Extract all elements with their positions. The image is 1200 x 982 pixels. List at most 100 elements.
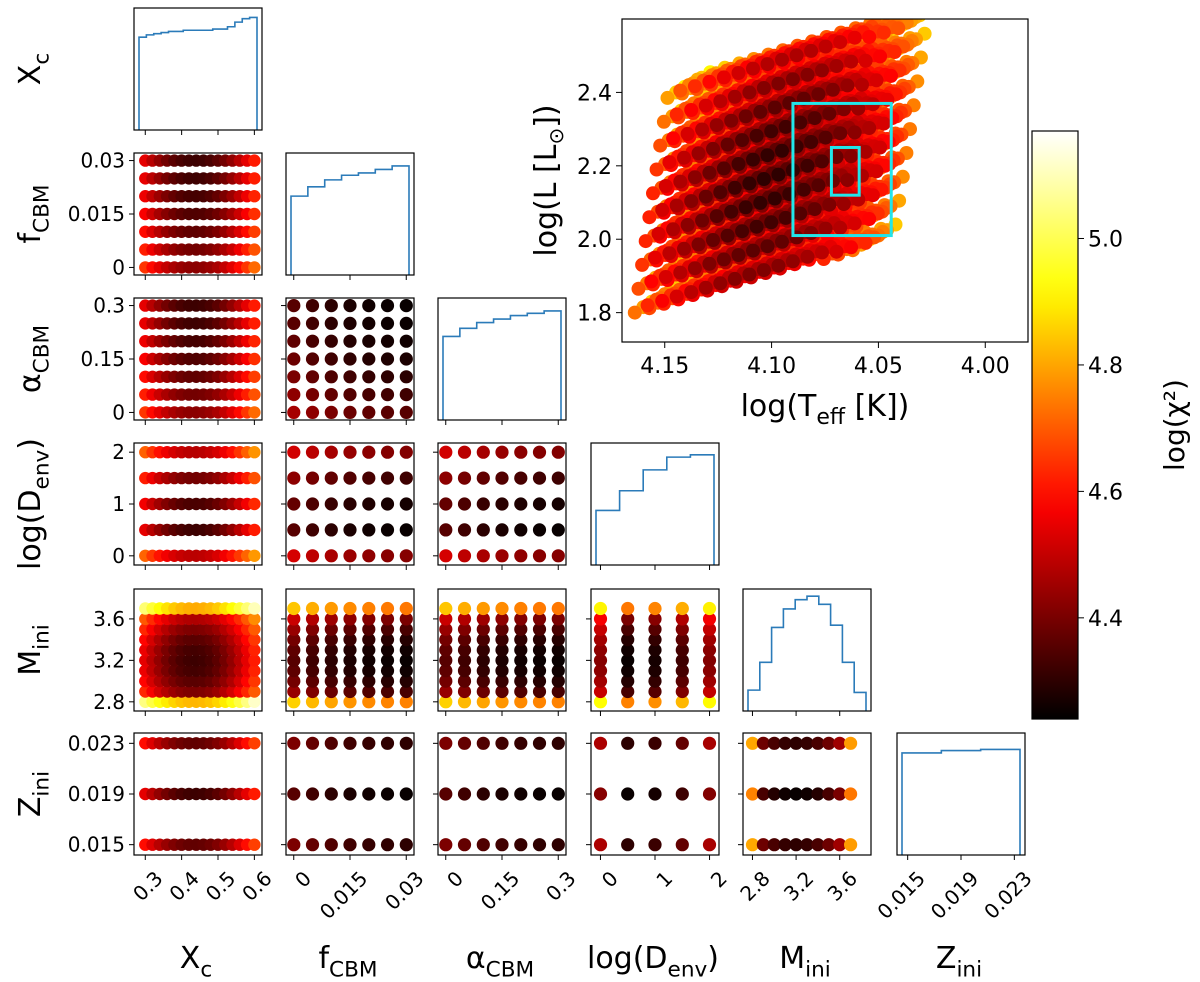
scatter-Denv-Zini	[593, 736, 717, 852]
data-point	[532, 497, 547, 511]
data-point	[476, 601, 490, 616]
hr-point	[815, 245, 829, 260]
data-point	[380, 684, 395, 699]
data-point	[305, 612, 320, 626]
data-point	[495, 664, 509, 678]
hr-point	[735, 224, 750, 239]
data-point	[305, 736, 320, 750]
data-point	[822, 787, 836, 801]
data-point	[457, 664, 472, 678]
panel-fCBM-fCBM	[285, 152, 415, 280]
data-point	[248, 406, 261, 419]
hr-point	[800, 67, 815, 82]
x-tick-label: 0	[290, 866, 316, 892]
data-point	[675, 664, 689, 678]
data-point	[551, 622, 565, 636]
data-point	[675, 695, 689, 709]
data-point	[439, 622, 453, 636]
data-point	[362, 316, 376, 330]
data-point	[551, 695, 565, 709]
data-point	[532, 695, 547, 709]
data-point	[457, 622, 472, 636]
data-point	[399, 622, 413, 636]
data-point	[343, 684, 357, 699]
data-point	[362, 388, 376, 402]
data-point	[648, 695, 662, 709]
data-point	[343, 497, 357, 511]
data-point	[248, 695, 261, 708]
data-point	[248, 737, 261, 750]
y-tick-label: 0	[112, 255, 125, 279]
hr-point	[655, 293, 670, 308]
data-point	[287, 695, 301, 709]
panel-Xc-Denv: 0 1 2	[112, 440, 263, 570]
data-point	[362, 674, 376, 688]
data-point	[514, 664, 528, 678]
data-point	[551, 674, 565, 688]
data-point	[551, 471, 565, 485]
data-point	[362, 736, 376, 750]
data-point	[532, 653, 547, 668]
panel-frame	[590, 442, 720, 566]
hr-point	[647, 250, 662, 265]
data-point	[439, 523, 453, 537]
data-point	[380, 664, 395, 678]
data-point	[514, 684, 528, 699]
data-point	[648, 601, 662, 616]
hr-point	[684, 194, 699, 209]
y-tick-label: 0.15	[80, 347, 125, 371]
hr-point	[731, 66, 746, 80]
data-point	[324, 523, 338, 537]
data-point	[789, 838, 803, 852]
hr-point	[876, 25, 891, 40]
data-point	[476, 736, 490, 750]
data-point	[248, 471, 261, 485]
y-tick-label: 1	[112, 492, 125, 516]
data-point	[457, 497, 472, 511]
hr-point	[642, 210, 657, 225]
hr-point	[844, 149, 859, 164]
colorbar-label: log(χ²)	[1158, 379, 1191, 471]
data-point	[324, 334, 338, 348]
data-point	[248, 602, 261, 615]
data-point	[532, 523, 547, 537]
data-point	[551, 664, 565, 678]
data-point	[380, 370, 395, 384]
y-tick-label: 0.015	[68, 202, 125, 226]
data-point	[287, 370, 301, 384]
panel-fCBM-Mini	[281, 588, 415, 716]
hr-point	[660, 90, 675, 105]
y-axis-label-fCBM: fCBM	[13, 184, 54, 243]
data-point	[439, 633, 453, 647]
data-point	[514, 633, 528, 647]
data-point	[439, 838, 453, 852]
data-point	[439, 445, 453, 459]
hr-point	[891, 21, 906, 36]
data-point	[343, 405, 357, 419]
hr-point	[640, 298, 655, 313]
hr-point	[764, 124, 779, 139]
data-point	[457, 633, 472, 647]
data-point	[248, 261, 261, 274]
data-point	[621, 601, 635, 616]
data-point	[324, 736, 338, 750]
hr-point	[811, 87, 826, 102]
data-point	[833, 838, 847, 852]
hr-point	[651, 226, 666, 241]
y-axis-label-Xc: Xc	[13, 53, 54, 85]
data-point	[380, 471, 395, 485]
data-point	[324, 601, 338, 616]
data-point	[532, 471, 547, 485]
data-point	[305, 838, 320, 852]
data-point	[439, 497, 453, 511]
data-point	[514, 549, 528, 563]
data-point	[532, 787, 547, 801]
data-point	[648, 674, 662, 688]
data-point	[248, 497, 261, 511]
data-point	[305, 643, 320, 657]
hr-point	[771, 76, 786, 91]
scatter-aCBM-Mini	[439, 601, 565, 709]
data-point	[476, 471, 490, 485]
hr-point	[716, 70, 731, 85]
hr-point	[771, 258, 786, 273]
